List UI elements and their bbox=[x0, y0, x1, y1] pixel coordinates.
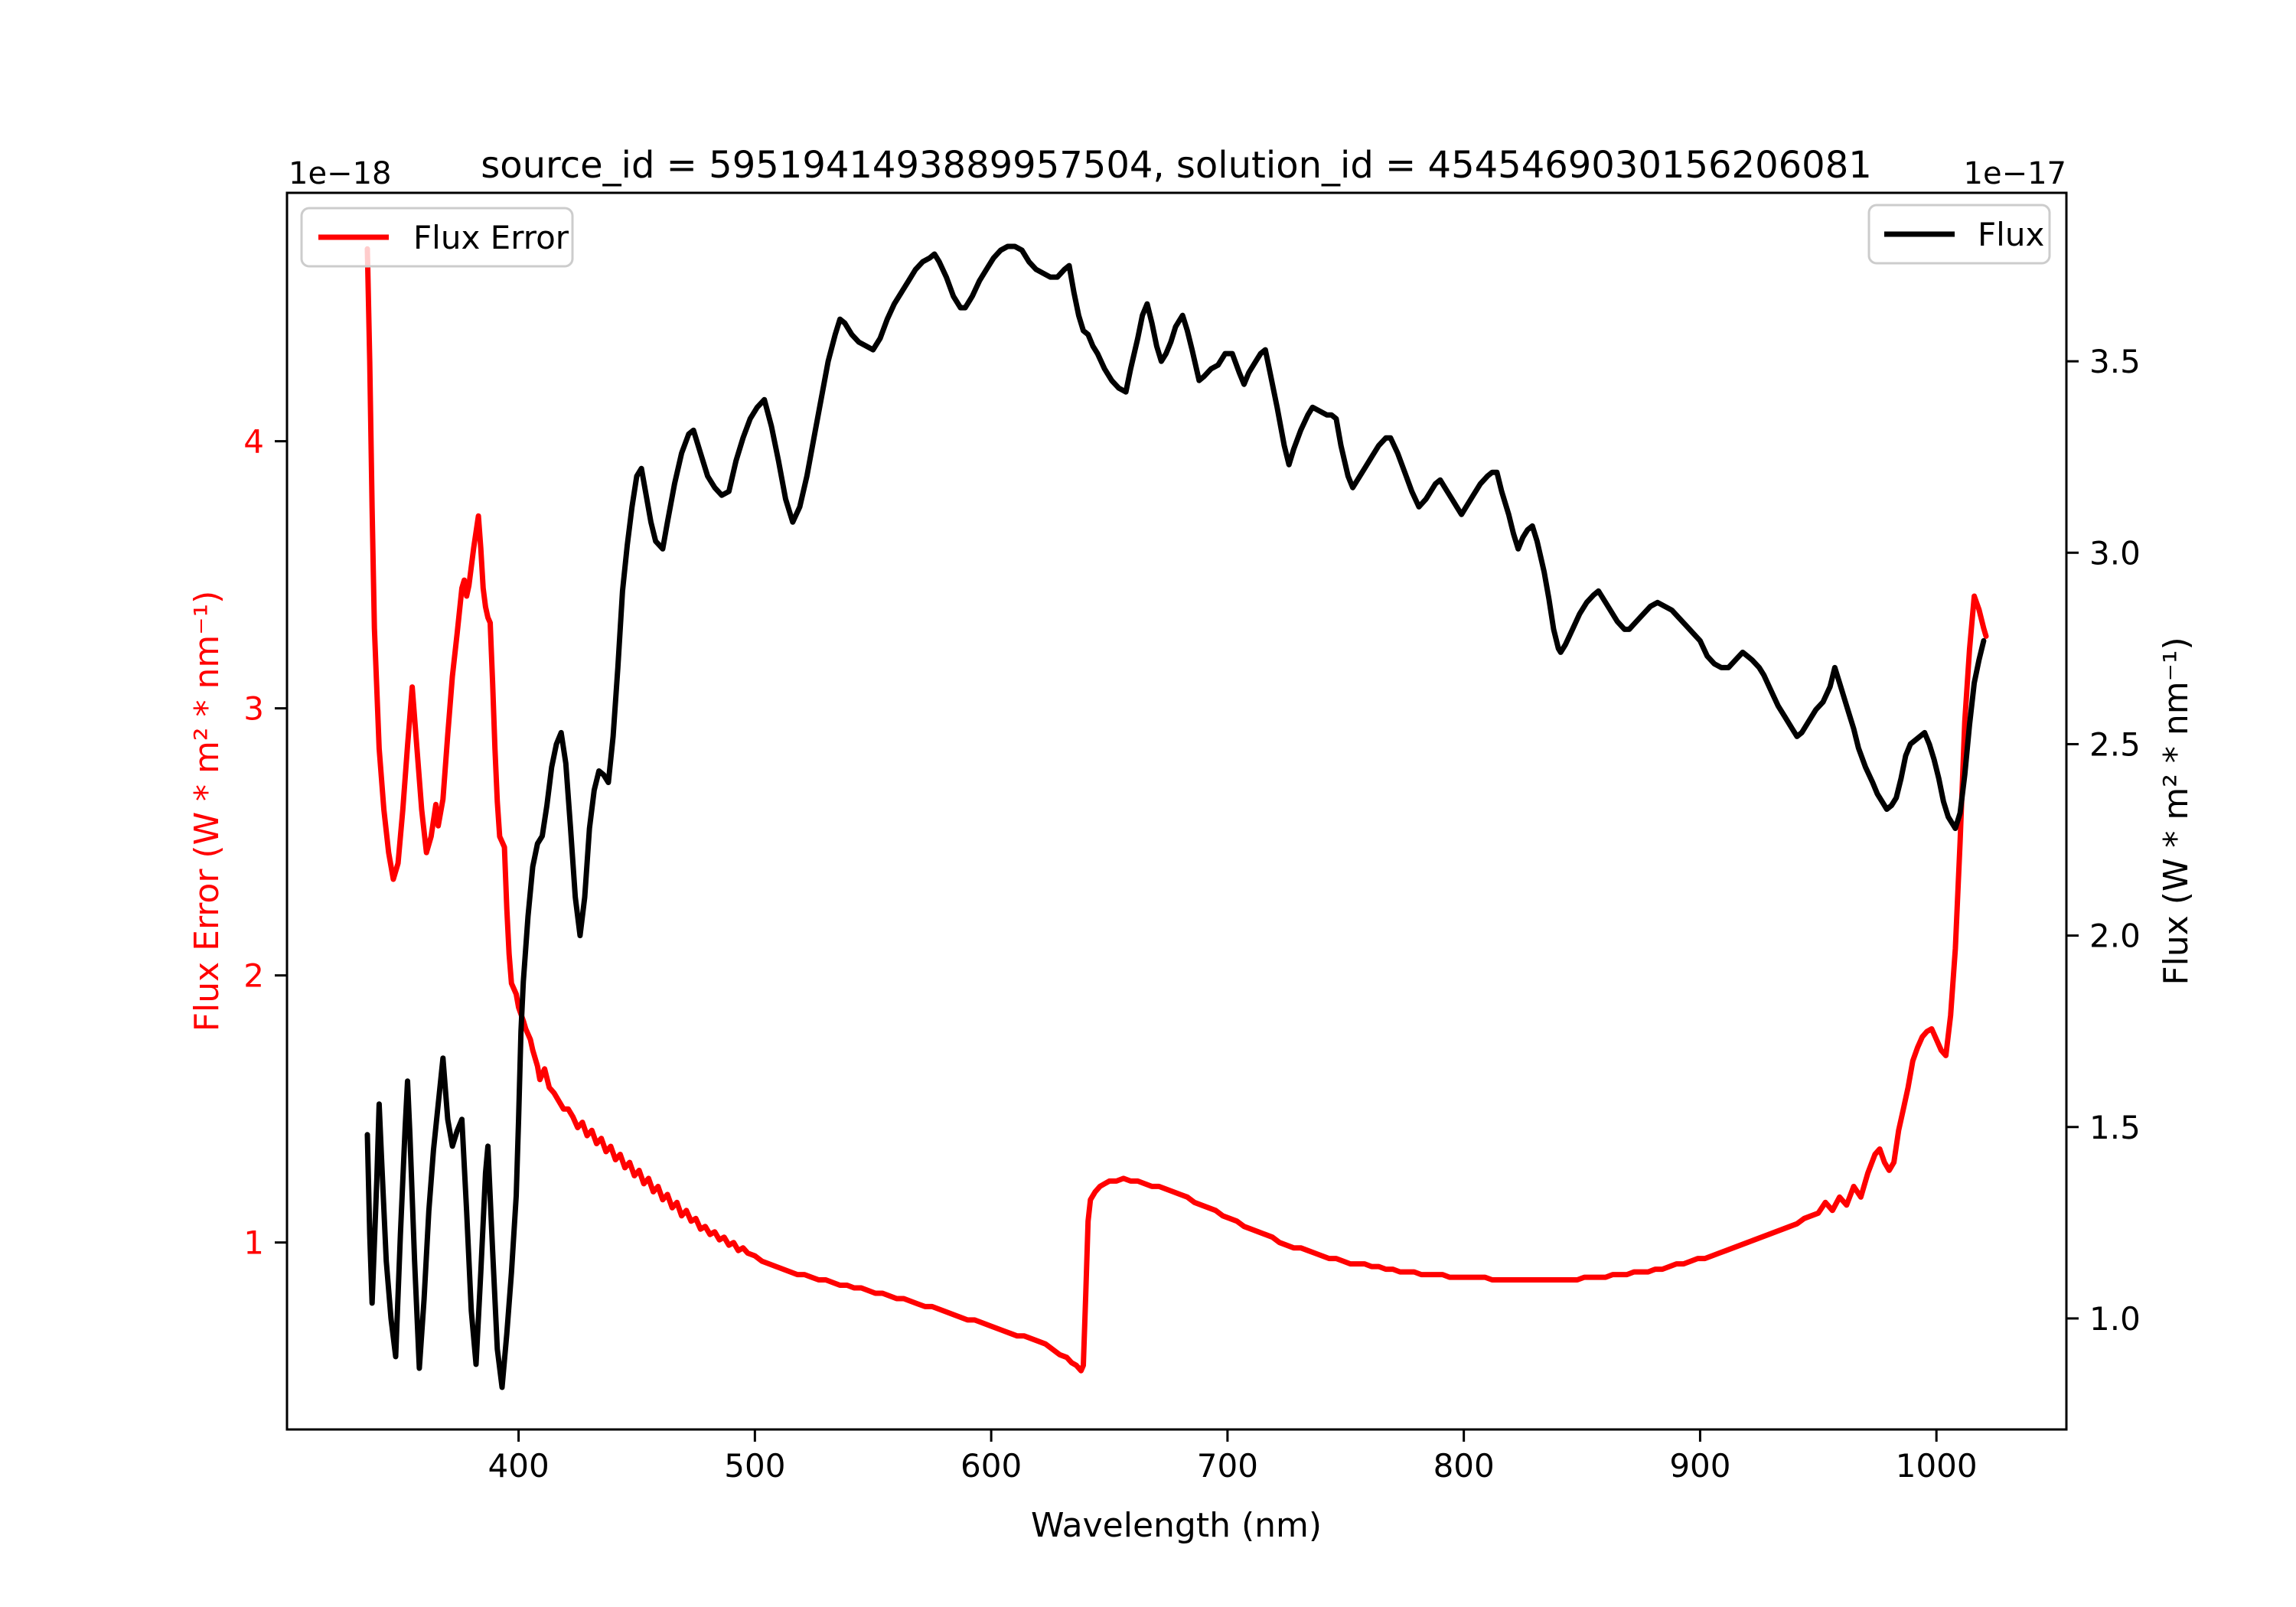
y-axis-left-label: Flux Error (W * m² * nm⁻¹) bbox=[188, 591, 227, 1032]
legend-box bbox=[1867, 204, 2051, 265]
legend-box bbox=[300, 207, 574, 268]
plot-border bbox=[285, 191, 2068, 1431]
flux-error-line bbox=[364, 246, 1989, 1374]
y-right-tick-label: 2.5 bbox=[2089, 725, 2141, 763]
y-right-tick-label: 3.0 bbox=[2089, 534, 2141, 572]
x-tick-label: 700 bbox=[1197, 1447, 1258, 1485]
legend-label-flux-error: Flux Error bbox=[413, 219, 569, 256]
data-curves bbox=[364, 243, 1989, 1390]
y-left-tick-label: 2 bbox=[243, 957, 264, 995]
y-left-tick-label: 1 bbox=[243, 1224, 264, 1262]
x-axis-label: Wavelength (nm) bbox=[1031, 1506, 1322, 1545]
legend-label-flux: Flux bbox=[1978, 216, 2044, 253]
flux-line bbox=[364, 243, 1987, 1390]
left-axis-offset-label: 1e−18 bbox=[289, 156, 391, 191]
y-left-tick-label: 3 bbox=[243, 690, 264, 728]
x-tick-label: 400 bbox=[488, 1447, 550, 1485]
y-right-tick-label: 2.0 bbox=[2089, 918, 2141, 955]
legend-flux-error: Flux Error bbox=[300, 207, 574, 268]
y-left-tick-label: 4 bbox=[243, 423, 264, 461]
legend-flux: Flux bbox=[1867, 204, 2051, 265]
right-axis-offset-label: 1e−17 bbox=[1964, 156, 2066, 191]
x-tick-label: 900 bbox=[1669, 1447, 1730, 1485]
x-tick-label: 500 bbox=[724, 1447, 785, 1485]
y-axis-right-label: Flux (W * m² * nm⁻¹) bbox=[2157, 637, 2196, 985]
chart-title: source_id = 5951941493889957504, solutio… bbox=[481, 144, 1872, 187]
y-right-tick-label: 1.0 bbox=[2089, 1300, 2141, 1338]
y-right-tick-label: 3.5 bbox=[2089, 343, 2141, 380]
y-axis-right-ticks: 1.0 1.5 2.0 2.5 3.0 3.5 bbox=[2066, 343, 2141, 1338]
x-axis-ticks: 400 500 600 700 800 900 1000 bbox=[488, 1429, 1978, 1485]
x-tick-label: 600 bbox=[960, 1447, 1022, 1485]
y-right-tick-label: 1.5 bbox=[2089, 1109, 2141, 1146]
x-tick-label: 1000 bbox=[1896, 1447, 1978, 1485]
x-tick-label: 800 bbox=[1433, 1447, 1495, 1485]
y-axis-left-ticks: 1 2 3 4 bbox=[243, 423, 287, 1262]
